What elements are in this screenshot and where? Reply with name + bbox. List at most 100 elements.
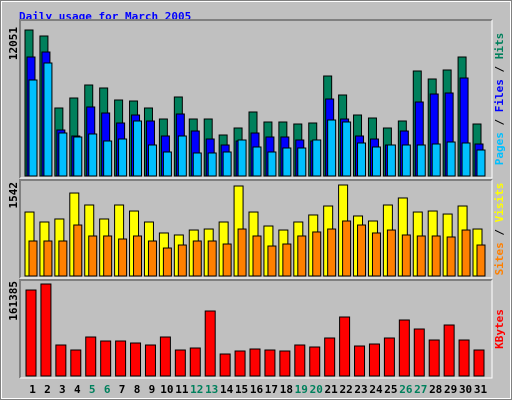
bar — [443, 324, 455, 377]
bar — [133, 120, 143, 177]
panel-shadow — [19, 179, 492, 278]
x-tick-label: 11 — [175, 383, 189, 396]
bar — [476, 244, 486, 277]
x-tick-label: 24 — [369, 383, 383, 396]
x-tick-label: 1 — [29, 383, 36, 396]
x-tick-label: 27 — [414, 383, 427, 396]
x-tick-label: 3 — [59, 383, 66, 396]
bar — [297, 147, 307, 177]
bar — [144, 344, 156, 377]
bar — [461, 142, 471, 177]
bar — [282, 147, 292, 177]
x-tick-label: 4 — [74, 383, 81, 396]
bar — [324, 337, 336, 377]
x-tick-label: 16 — [250, 383, 264, 396]
bar — [264, 349, 276, 377]
x-tick-label: 19 — [295, 383, 308, 396]
bar — [428, 339, 440, 377]
bar — [309, 346, 321, 377]
x-tick-label: 12 — [190, 383, 203, 396]
x-tick-label: 2 — [44, 383, 51, 396]
bar — [207, 152, 217, 177]
y-tick-label: 1542 — [7, 182, 20, 209]
y-tick-label: 161385 — [7, 281, 20, 321]
bar — [58, 132, 68, 177]
bar — [354, 345, 366, 377]
bar — [55, 344, 67, 377]
legend-separator: / — [493, 112, 506, 132]
x-tick-label: 8 — [134, 383, 141, 396]
bar — [58, 240, 68, 277]
bar — [162, 247, 172, 277]
bar — [267, 245, 277, 277]
x-tick-label: 7 — [119, 383, 126, 396]
x-tick-label: 22 — [339, 383, 352, 396]
panel-light — [20, 280, 493, 379]
bar — [204, 310, 216, 377]
legend-entry: Files — [493, 79, 506, 112]
bar — [252, 235, 262, 277]
bar — [267, 151, 277, 177]
bar — [177, 135, 187, 177]
bar — [43, 62, 53, 177]
bar — [312, 231, 322, 277]
x-tick-label: 23 — [354, 383, 367, 396]
bar — [237, 228, 247, 277]
x-tick-label: 31 — [474, 383, 488, 396]
bar — [327, 228, 337, 277]
panel-shadow — [19, 19, 492, 178]
bar — [234, 350, 246, 377]
bar — [219, 353, 231, 377]
bar — [70, 349, 82, 377]
bar — [28, 79, 38, 177]
bar — [249, 348, 261, 377]
panel-light — [20, 20, 493, 179]
bar — [28, 240, 38, 277]
bar — [147, 144, 157, 177]
bar — [342, 220, 352, 277]
bar — [294, 344, 306, 377]
x-tick-label: 26 — [399, 383, 413, 396]
x-tick-label: 17 — [265, 383, 278, 396]
x-tick-label: 14 — [220, 383, 234, 396]
bar — [339, 316, 351, 377]
panel-shadow — [19, 279, 492, 378]
bar — [386, 144, 396, 177]
bar — [342, 121, 352, 177]
bar — [416, 235, 426, 277]
x-tick-label: 29 — [444, 383, 457, 396]
bar — [431, 235, 441, 277]
bar — [237, 139, 247, 177]
bar — [43, 240, 53, 277]
x-tick-label: 20 — [310, 383, 323, 396]
bar — [279, 350, 291, 377]
bar — [73, 224, 83, 277]
bar — [476, 149, 486, 177]
legend-separator: / — [493, 222, 506, 242]
bar — [25, 289, 37, 377]
bar — [115, 340, 127, 377]
legend-entry: Sites — [493, 242, 506, 275]
axis-legend: Sites / Visits — [493, 183, 506, 276]
bar — [133, 235, 143, 277]
axis-legend: KBytes — [493, 309, 506, 349]
bar — [327, 119, 337, 177]
bar — [461, 229, 471, 277]
bar — [88, 133, 98, 177]
x-tick-label: 10 — [160, 383, 173, 396]
panel-light — [20, 180, 493, 279]
bar — [177, 244, 187, 277]
x-tick-label: 30 — [459, 383, 472, 396]
bar — [371, 146, 381, 177]
bar — [222, 151, 232, 177]
x-tick-label: 28 — [429, 383, 442, 396]
bar — [130, 342, 142, 377]
legend-entry: Pages — [493, 132, 506, 165]
bar — [413, 328, 425, 377]
bar — [85, 336, 97, 377]
legend-entry: KBytes — [493, 309, 506, 349]
axis-legend: Pages / Files / Hits — [493, 33, 506, 166]
legend-separator: / — [493, 59, 506, 79]
